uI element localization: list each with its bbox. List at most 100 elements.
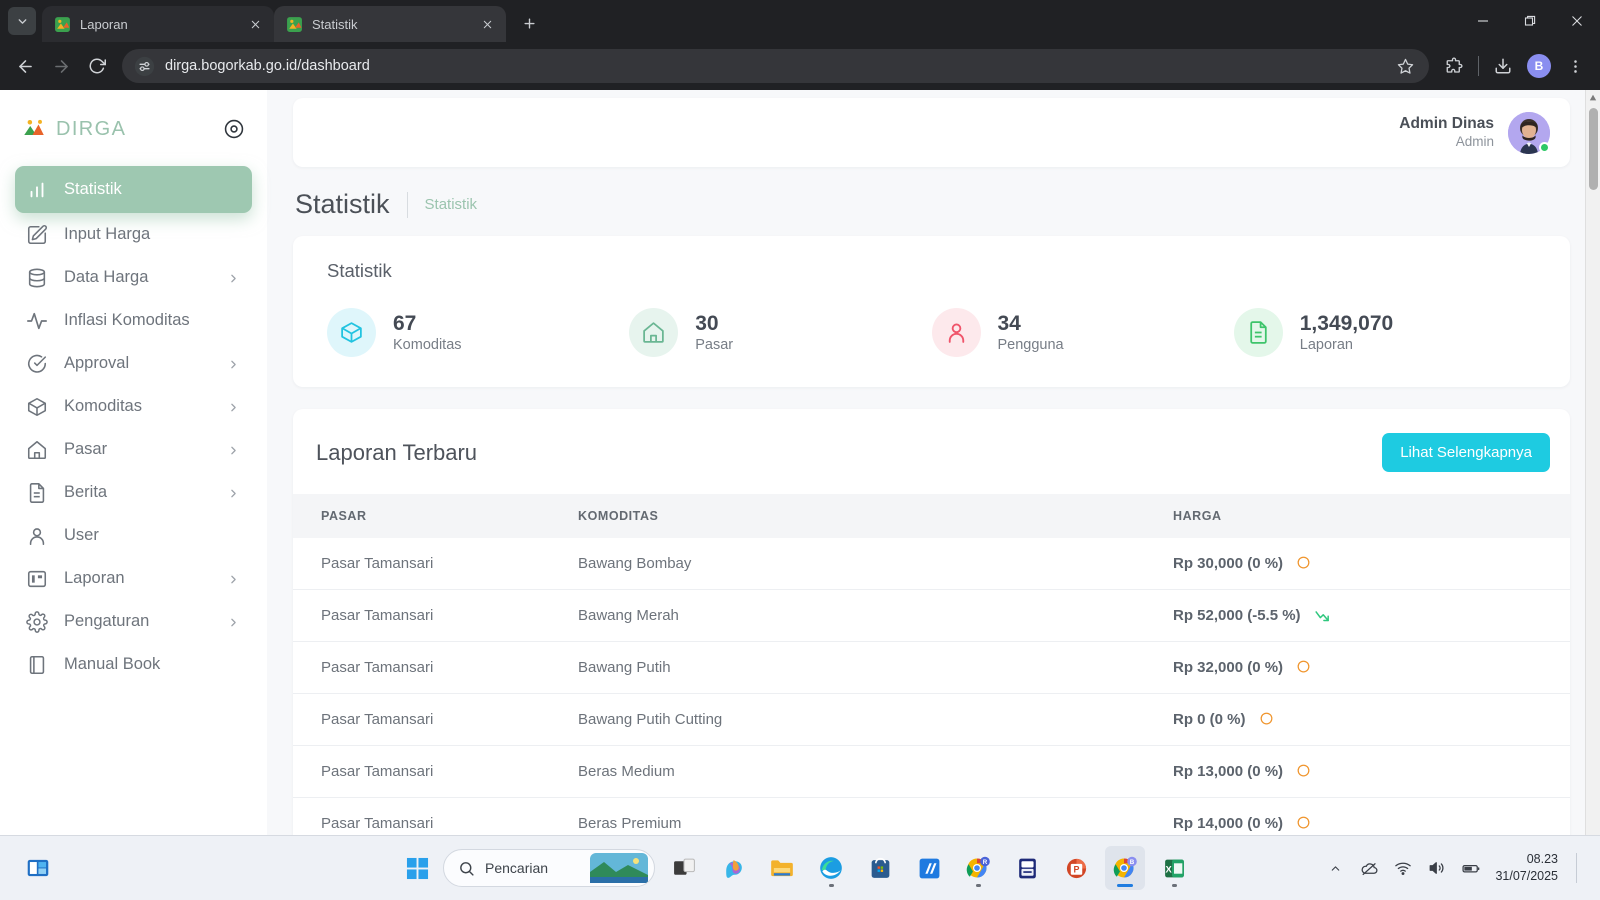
tab-search-dropdown-icon[interactable] (8, 7, 36, 35)
sidebar-item-manual-book[interactable]: Manual Book (15, 643, 252, 686)
tray-expand-icon[interactable] (1325, 858, 1345, 878)
bookmark-star-icon[interactable] (1391, 52, 1419, 80)
extensions-icon[interactable] (1437, 49, 1471, 83)
reload-icon[interactable] (80, 49, 114, 83)
trend-flat-icon (1296, 555, 1313, 572)
sidebar-item-user[interactable]: User (15, 514, 252, 557)
app-blue-icon[interactable] (909, 846, 949, 890)
sidebar-item-pasar[interactable]: Pasar (15, 428, 252, 471)
taskbar-clock[interactable]: 08.23 31/07/2025 (1495, 851, 1558, 885)
sidebar-item-approval[interactable]: Approval (15, 342, 252, 385)
chrome-b-icon[interactable]: B (1105, 846, 1145, 890)
stat-value: 1,349,070 (1299, 312, 1394, 336)
powerpoint-icon[interactable]: P (1056, 846, 1096, 890)
battery-icon[interactable] (1461, 858, 1481, 878)
cell-harga: Rp 30,000 (0 %) (1173, 538, 1570, 590)
widgets-icon[interactable] (18, 846, 58, 890)
sidebar-item-inflasi-komoditas[interactable]: Inflasi Komoditas (15, 299, 252, 342)
chrome-menu-icon[interactable] (1558, 49, 1592, 83)
table-row[interactable]: Pasar Tamansari Bawang Merah Rp 52,000 (… (293, 589, 1570, 642)
price-text: Rp 32,000 (0 %) (1173, 659, 1284, 676)
browser-tab-statistik[interactable]: Statistik (274, 6, 506, 42)
close-icon[interactable] (244, 13, 266, 35)
user-icon (26, 525, 48, 547)
browser-tab-laporan[interactable]: Laporan (42, 6, 274, 42)
stat-laporan: 1,349,070 Laporan (1233, 308, 1536, 357)
breadcrumb[interactable]: Statistik (424, 196, 478, 213)
bar-chart-icon (26, 179, 48, 201)
maximize-button[interactable] (1506, 0, 1553, 42)
site-settings-icon[interactable] (134, 56, 155, 77)
home-icon (26, 439, 48, 461)
laporan-table: PASAR KOMODITAS HARGA Pasar Tamansari Ba… (293, 494, 1570, 835)
profile-avatar[interactable]: B (1522, 49, 1556, 83)
stat-value: 30 (695, 312, 719, 336)
copilot-icon[interactable] (713, 846, 753, 890)
page-scrollbar[interactable] (1585, 90, 1600, 835)
close-window-button[interactable] (1553, 0, 1600, 42)
address-bar[interactable]: dirga.bogorkab.go.id/dashboard (122, 49, 1429, 83)
table-header: PASAR KOMODITAS HARGA (293, 494, 1570, 538)
chrome-r-icon[interactable]: R (958, 846, 998, 890)
toolbar-divider (1478, 56, 1479, 76)
onedrive-offline-icon[interactable] (1359, 858, 1379, 878)
stat-label: Laporan (1299, 336, 1353, 353)
sidebar-item-input-harga[interactable]: Input Harga (15, 213, 252, 256)
cell-pasar: Pasar Tamansari (293, 745, 578, 798)
search-input[interactable]: Pencarian (443, 849, 655, 887)
chevron-right-icon (227, 271, 240, 284)
volume-icon[interactable] (1427, 858, 1447, 878)
minimize-button[interactable] (1459, 0, 1506, 42)
edge-icon[interactable] (811, 846, 851, 890)
stat-pasar: 30 Pasar (629, 308, 931, 357)
check-circle-icon (26, 353, 48, 375)
taskview-icon[interactable] (664, 846, 704, 890)
svg-text:B: B (1130, 859, 1135, 866)
downloads-icon[interactable] (1486, 49, 1520, 83)
sidebar-item-label: Approval (64, 354, 130, 372)
lihat-selengkapnya-button[interactable]: Lihat Selengkapnya (1382, 433, 1550, 472)
scanner-icon[interactable] (1007, 846, 1047, 890)
back-icon[interactable] (8, 49, 42, 83)
stat-value: 34 (997, 312, 1021, 336)
table-row[interactable]: Pasar Tamansari Bawang Putih Rp 32,000 (… (293, 641, 1570, 694)
table-row[interactable]: Pasar Tamansari Beras Premium Rp 14,000 … (293, 797, 1570, 835)
chevron-right-icon (227, 357, 240, 370)
scrollbar-thumb[interactable] (1589, 108, 1598, 190)
chevron-right-icon (227, 572, 240, 585)
search-icon (458, 860, 475, 877)
forward-icon[interactable] (44, 49, 78, 83)
brand-name: DIRGA (56, 117, 127, 140)
sidebar-item-laporan[interactable]: Laporan (15, 557, 252, 600)
start-icon[interactable] (400, 851, 434, 885)
page-title: Statistik (295, 189, 390, 219)
table-row[interactable]: Pasar Tamansari Bawang Putih Cutting Rp … (293, 693, 1570, 746)
box-icon (327, 308, 376, 357)
stat-list: 67 Komoditas 30 Pasar (293, 282, 1570, 387)
user-profile[interactable]: Admin Dinas Admin (1399, 111, 1550, 154)
excel-icon[interactable]: X (1154, 846, 1194, 890)
microsoft-store-icon[interactable] (860, 846, 900, 890)
avatar[interactable] (1508, 111, 1550, 154)
sidebar-item-pengaturan[interactable]: Pengaturan (15, 600, 252, 643)
file-text-icon (1233, 308, 1283, 357)
column-header-pasar: PASAR (321, 509, 367, 523)
table-row[interactable]: Pasar Tamansari Bawang Bombay Rp 30,000 … (293, 538, 1570, 590)
table-row[interactable]: Pasar Tamansari Beras Medium Rp 13,000 (… (293, 745, 1570, 798)
cell-komoditas: Beras Medium (578, 745, 1173, 798)
taskbar-left (0, 846, 400, 890)
sidebar-item-data-harga[interactable]: Data Harga (15, 256, 252, 299)
wifi-icon[interactable] (1393, 858, 1413, 878)
sidebar-item-label: Inflasi Komoditas (64, 311, 190, 329)
show-desktop-button[interactable] (1576, 853, 1582, 883)
sidebar-collapse-icon[interactable] (223, 118, 245, 140)
close-icon[interactable] (476, 13, 498, 35)
clock-date: 31/07/2025 (1495, 869, 1558, 883)
scroll-up-icon[interactable] (1586, 90, 1600, 105)
sidebar-item-statistik[interactable]: Statistik (15, 166, 252, 213)
file-explorer-icon[interactable] (762, 846, 802, 890)
sidebar-item-berita[interactable]: Berita (15, 471, 252, 514)
sidebar-item-komoditas[interactable]: Komoditas (15, 385, 252, 428)
sidebar-nav: Statistik Input Harga Data Harga (0, 166, 267, 686)
new-tab-button[interactable] (514, 8, 544, 38)
